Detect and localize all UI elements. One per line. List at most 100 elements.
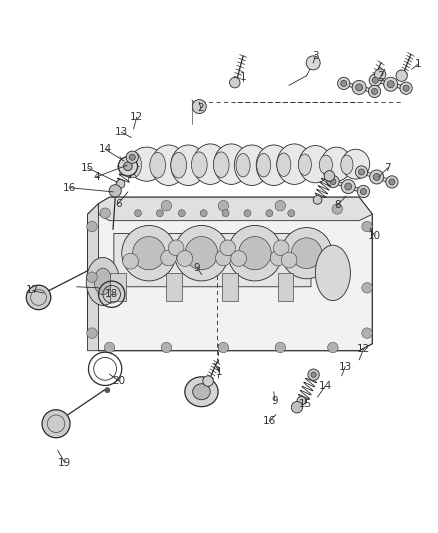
- Polygon shape: [88, 204, 99, 351]
- Ellipse shape: [281, 228, 332, 279]
- Circle shape: [313, 196, 322, 204]
- Ellipse shape: [239, 237, 271, 270]
- Circle shape: [168, 240, 184, 256]
- Text: 4: 4: [93, 172, 100, 182]
- Circle shape: [372, 77, 378, 83]
- Text: 2: 2: [378, 71, 385, 80]
- Circle shape: [220, 240, 236, 256]
- Text: 9: 9: [194, 263, 201, 272]
- Circle shape: [156, 209, 163, 217]
- Circle shape: [352, 80, 366, 94]
- Circle shape: [368, 85, 381, 98]
- Ellipse shape: [342, 149, 370, 179]
- Circle shape: [327, 175, 339, 188]
- Circle shape: [321, 252, 337, 268]
- Circle shape: [291, 401, 303, 413]
- Circle shape: [161, 200, 172, 211]
- Ellipse shape: [150, 152, 166, 178]
- Circle shape: [374, 69, 386, 80]
- Circle shape: [332, 204, 343, 214]
- Circle shape: [134, 209, 141, 217]
- Circle shape: [42, 410, 70, 438]
- Bar: [222, 273, 238, 301]
- Circle shape: [270, 250, 286, 266]
- Circle shape: [203, 376, 213, 386]
- Circle shape: [275, 342, 286, 353]
- Circle shape: [105, 387, 110, 393]
- Text: 19: 19: [58, 458, 71, 467]
- Circle shape: [370, 170, 384, 184]
- Polygon shape: [99, 197, 372, 221]
- FancyBboxPatch shape: [114, 233, 311, 287]
- Circle shape: [231, 251, 247, 266]
- Ellipse shape: [122, 225, 176, 281]
- Circle shape: [218, 200, 229, 211]
- Circle shape: [386, 176, 398, 188]
- Circle shape: [357, 185, 370, 198]
- Circle shape: [281, 252, 297, 268]
- Ellipse shape: [299, 146, 332, 183]
- Text: 1: 1: [240, 72, 247, 82]
- Ellipse shape: [174, 225, 229, 281]
- Ellipse shape: [234, 145, 269, 185]
- Text: 14: 14: [99, 144, 112, 154]
- Ellipse shape: [321, 147, 352, 181]
- Circle shape: [104, 342, 115, 353]
- Circle shape: [116, 180, 125, 188]
- Circle shape: [328, 342, 338, 353]
- Circle shape: [87, 328, 97, 338]
- Ellipse shape: [193, 144, 228, 184]
- Polygon shape: [88, 197, 372, 351]
- Circle shape: [389, 179, 395, 185]
- Circle shape: [109, 184, 121, 197]
- Circle shape: [124, 162, 132, 171]
- Ellipse shape: [277, 153, 291, 176]
- Text: 13: 13: [339, 362, 352, 372]
- Circle shape: [358, 169, 364, 175]
- Circle shape: [26, 285, 51, 310]
- Ellipse shape: [214, 144, 249, 184]
- Circle shape: [403, 85, 409, 91]
- Circle shape: [338, 77, 350, 90]
- Ellipse shape: [171, 145, 206, 185]
- Ellipse shape: [191, 152, 207, 177]
- Text: 1: 1: [415, 59, 422, 69]
- Text: 13: 13: [115, 127, 128, 137]
- Ellipse shape: [86, 257, 120, 305]
- Circle shape: [362, 328, 372, 338]
- Ellipse shape: [341, 155, 353, 174]
- Circle shape: [230, 77, 240, 88]
- Ellipse shape: [228, 225, 282, 281]
- Ellipse shape: [298, 154, 311, 175]
- Text: 8: 8: [334, 200, 341, 210]
- Ellipse shape: [171, 152, 187, 178]
- Circle shape: [178, 209, 185, 217]
- Bar: [166, 273, 182, 301]
- Ellipse shape: [151, 145, 186, 185]
- Circle shape: [192, 100, 206, 114]
- Circle shape: [161, 342, 172, 353]
- Circle shape: [400, 82, 412, 94]
- Ellipse shape: [185, 377, 218, 407]
- Ellipse shape: [256, 145, 291, 185]
- Circle shape: [273, 240, 289, 256]
- Text: 16: 16: [263, 416, 276, 426]
- Text: 12: 12: [357, 344, 370, 354]
- Circle shape: [266, 209, 273, 217]
- Text: 18: 18: [105, 289, 118, 299]
- Circle shape: [100, 208, 110, 219]
- Ellipse shape: [291, 238, 322, 269]
- Circle shape: [161, 250, 177, 266]
- Bar: [110, 273, 126, 301]
- Circle shape: [345, 183, 352, 190]
- Ellipse shape: [319, 155, 332, 174]
- Text: 20: 20: [113, 376, 126, 386]
- Text: 15: 15: [81, 163, 94, 173]
- Circle shape: [384, 77, 398, 91]
- Ellipse shape: [315, 245, 350, 301]
- Ellipse shape: [213, 152, 229, 177]
- Circle shape: [311, 372, 316, 377]
- Ellipse shape: [185, 237, 218, 270]
- Circle shape: [341, 80, 347, 86]
- Ellipse shape: [257, 154, 271, 177]
